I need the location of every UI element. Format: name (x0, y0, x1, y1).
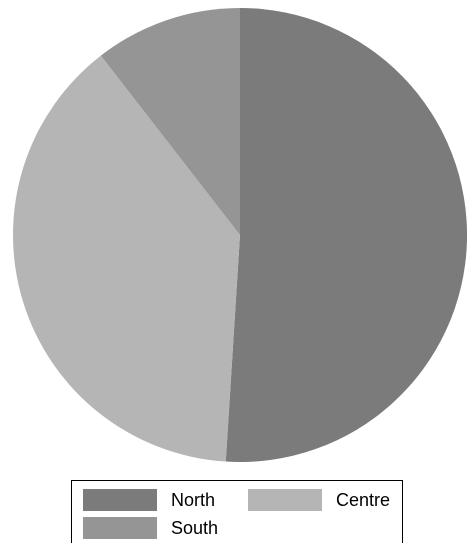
legend-swatch-north (83, 489, 157, 511)
legend-swatch-centre (248, 489, 322, 511)
pie-chart (12, 7, 468, 462)
pie-slice-north (225, 7, 468, 462)
pie-slice-centre (12, 55, 241, 462)
pie-chart-svg (12, 7, 468, 462)
pie-slice-south (100, 8, 241, 235)
legend-label-north: North (171, 490, 216, 510)
legend-label-south: South (171, 518, 219, 538)
legend-swatch-south (83, 517, 157, 539)
legend-label-centre: Centre (336, 490, 391, 510)
legend: North Centre South (71, 480, 403, 543)
